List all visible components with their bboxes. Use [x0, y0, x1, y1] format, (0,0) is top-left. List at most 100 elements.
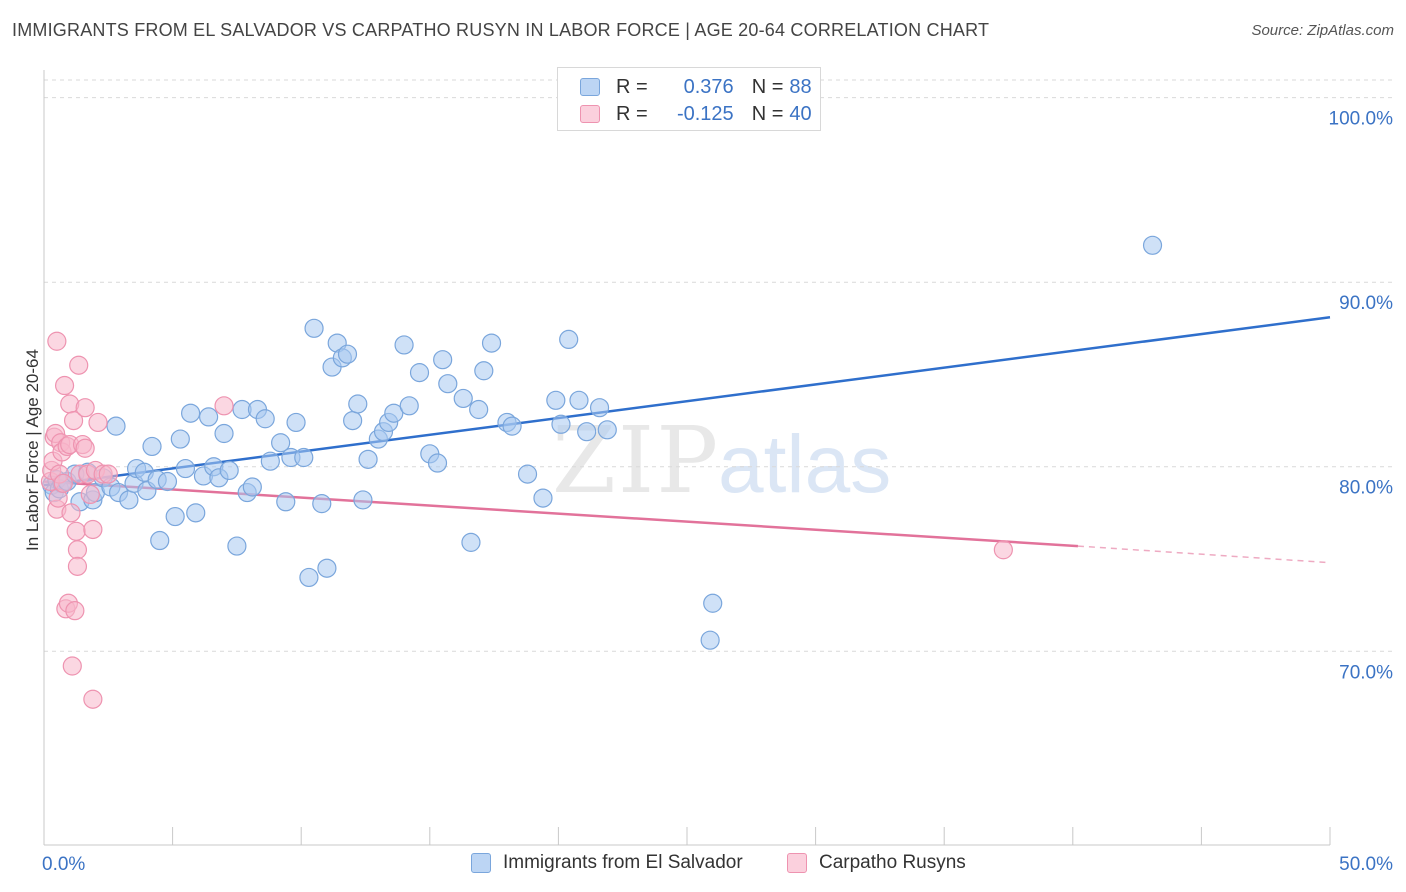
- y-tick-label: 90.0%: [1339, 293, 1393, 314]
- r-label: R =: [616, 75, 648, 98]
- point-carpatho-rusyn: [54, 375, 75, 396]
- point-el-salvador: [199, 407, 219, 427]
- point-el-salvador: [175, 458, 196, 479]
- point-el-salvador: [286, 412, 306, 433]
- point-carpatho-rusyn: [80, 484, 100, 505]
- n-value: 88: [789, 75, 812, 98]
- source-credit: Source: ZipAtlas.com: [1251, 22, 1394, 39]
- point-el-salvador: [106, 416, 126, 436]
- swatch-blue: [580, 78, 600, 96]
- point-el-salvador: [438, 374, 458, 394]
- point-el-salvador: [474, 361, 494, 381]
- swatch-blue: [471, 853, 491, 873]
- point-el-salvador: [597, 420, 617, 440]
- point-el-salvador: [150, 530, 170, 551]
- legend-row-el-salvador: R = 0.376 N = 88: [580, 74, 812, 100]
- point-el-salvador: [546, 390, 566, 410]
- point-el-salvador: [384, 403, 404, 423]
- point-el-salvador: [299, 567, 319, 588]
- point-carpatho-rusyn: [75, 398, 95, 418]
- chart-title: IMMIGRANTS FROM EL SALVADOR VS CARPATHO …: [12, 20, 990, 40]
- point-el-salvador: [242, 477, 262, 497]
- point-el-salvador: [469, 399, 489, 420]
- point-carpatho-rusyn: [67, 556, 88, 576]
- trend-lines: [43, 316, 1331, 564]
- point-el-salvador: [214, 423, 234, 444]
- point-el-salvador: [399, 396, 419, 416]
- watermark-atlas: atlas: [718, 419, 891, 510]
- x-axis-max-label: 50.0%: [1339, 854, 1393, 875]
- point-el-salvador: [517, 464, 538, 484]
- point-el-salvador: [453, 388, 473, 409]
- series-legend: Immigrants from El Salvador Carpatho Rus…: [0, 852, 1406, 878]
- point-el-salvador: [533, 488, 553, 508]
- point-el-salvador: [294, 447, 314, 468]
- point-carpatho-rusyn: [47, 331, 67, 351]
- y-tick-label: 80.0%: [1339, 478, 1393, 499]
- legend-row-carpatho-rusyns: R = -0.125 N = 40: [580, 101, 812, 127]
- point-el-salvador: [142, 436, 162, 457]
- point-el-salvador: [170, 429, 190, 449]
- point-el-salvador: [569, 390, 589, 410]
- point-el-salvador: [317, 558, 337, 578]
- point-carpatho-rusyn: [88, 412, 108, 433]
- point-carpatho-rusyn: [214, 396, 234, 416]
- watermark: ZIP atlas: [552, 407, 891, 514]
- legend-label: Carpatho Rusyns: [819, 852, 966, 873]
- n-label: N =: [751, 75, 784, 98]
- y-tick-labels: 70.0% 80.0% 90.0% 100.0%: [1329, 109, 1394, 684]
- point-el-salvador: [181, 403, 201, 423]
- point-el-salvador: [343, 410, 363, 431]
- data-points: [40, 235, 1163, 709]
- point-el-salvador: [427, 453, 448, 473]
- swatch-pink: [580, 105, 600, 123]
- point-carpatho-rusyn: [53, 473, 73, 493]
- point-carpatho-rusyn: [61, 503, 81, 523]
- point-el-salvador: [703, 593, 723, 613]
- point-carpatho-rusyn: [83, 519, 103, 540]
- n-label: N =: [751, 102, 784, 125]
- point-carpatho-rusyn: [69, 355, 89, 375]
- y-tick-label: 100.0%: [1329, 109, 1394, 130]
- point-el-salvador: [312, 494, 332, 514]
- point-carpatho-rusyn: [75, 438, 95, 458]
- correlation-legend: R = 0.376 N = 88 R = -0.125 N = 40: [557, 67, 821, 131]
- trend-line-el-salvador: [43, 316, 1331, 487]
- trend-line-carpatho-rusyns: [43, 480, 1079, 548]
- point-el-salvador: [358, 449, 378, 469]
- point-el-salvador: [165, 506, 185, 527]
- point-el-salvador: [271, 433, 291, 453]
- point-carpatho-rusyn: [83, 689, 103, 709]
- swatch-pink: [787, 853, 807, 873]
- point-carpatho-rusyn: [62, 656, 82, 676]
- point-el-salvador: [551, 414, 571, 434]
- x-axis-min-label: 0.0%: [42, 854, 85, 875]
- r-label: R =: [616, 102, 648, 125]
- point-el-salvador: [186, 503, 206, 523]
- legend-label: Immigrants from El Salvador: [503, 852, 743, 873]
- point-el-salvador: [409, 363, 430, 383]
- n-value: 40: [789, 102, 812, 125]
- point-el-salvador: [461, 532, 481, 552]
- axes: [43, 70, 1331, 846]
- point-el-salvador: [1142, 235, 1163, 255]
- point-carpatho-rusyn: [65, 601, 85, 621]
- legend-item-carpatho-rusyns: Carpatho Rusyns: [787, 852, 966, 874]
- point-el-salvador: [219, 460, 239, 481]
- y-tick-label: 70.0%: [1339, 662, 1393, 683]
- point-carpatho-rusyn: [67, 540, 88, 560]
- point-el-salvador: [559, 329, 579, 350]
- point-carpatho-rusyn: [98, 464, 118, 484]
- point-el-salvador: [227, 536, 247, 556]
- legend-item-el-salvador: Immigrants from El Salvador: [471, 852, 743, 874]
- point-carpatho-rusyn: [66, 521, 86, 541]
- r-value: 0.376: [683, 75, 734, 98]
- point-el-salvador: [589, 398, 610, 418]
- point-el-salvador: [255, 409, 275, 429]
- point-carpatho-rusyn: [63, 410, 84, 431]
- point-el-salvador: [276, 492, 296, 512]
- point-el-salvador: [433, 350, 453, 370]
- point-el-salvador: [502, 416, 522, 436]
- point-el-salvador: [119, 490, 139, 510]
